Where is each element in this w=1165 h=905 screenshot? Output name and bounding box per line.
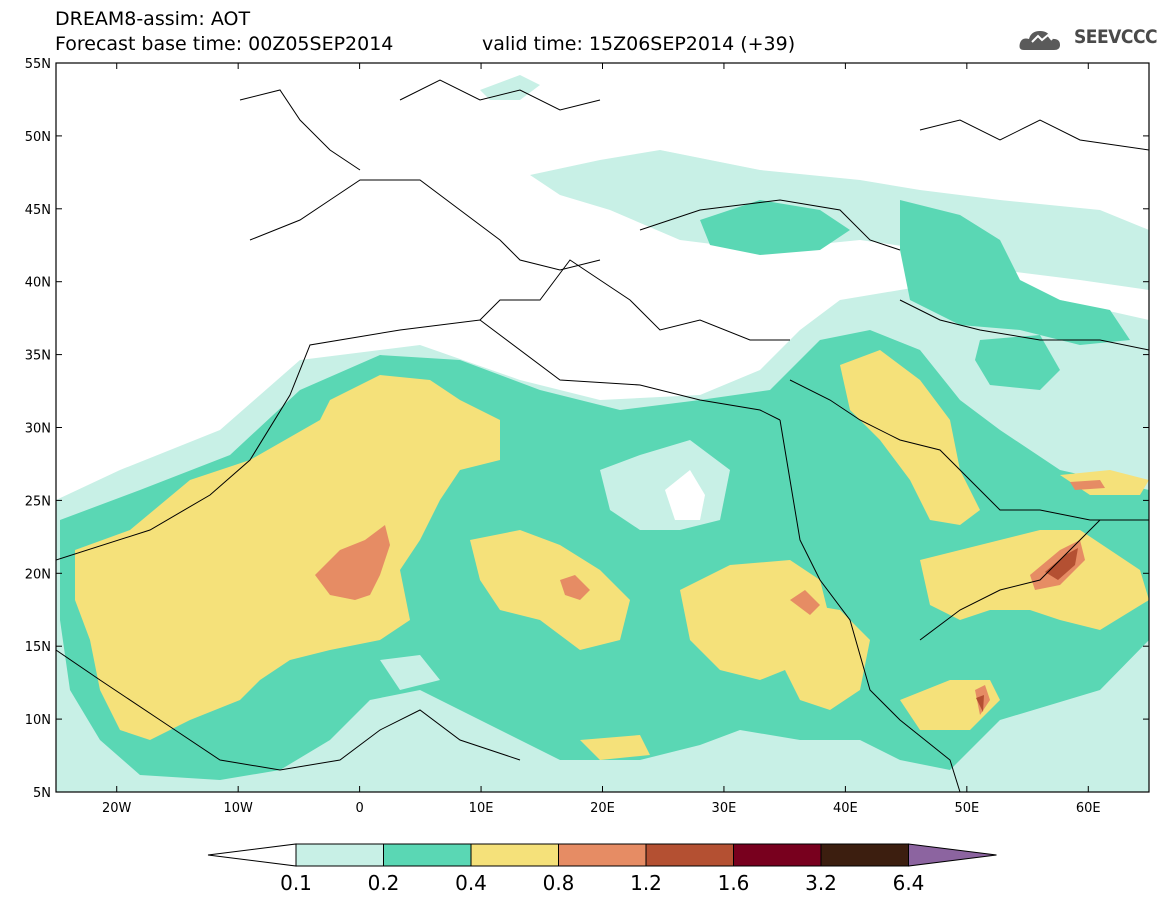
lat-tick-label: 35N [25,349,51,364]
lon-tick-label: 10E [469,801,494,816]
colorbar-label: 0.8 [543,871,575,895]
lon-tick-label: 60E [1076,801,1101,816]
lat-tick-label: 5N [33,786,51,801]
lon-tick-label: 10W [223,801,253,816]
colorbar-segment [558,843,647,867]
lat-tick-label: 40N [25,276,51,291]
lon-tick-label: 40E [833,801,858,816]
lat-tick-label: 50N [25,130,51,145]
colorbar-label: 6.4 [893,871,925,895]
lon-tick-label: 20E [590,801,615,816]
lon-tick-label: 20W [102,801,132,816]
colorbar-segment [470,843,559,867]
seevccc-logo [1019,31,1060,50]
aot-band-0.4-0.8 [75,375,500,740]
colorbar-segment [733,843,822,867]
forecast-base-time: Forecast base time: 00Z05SEP2014 [55,33,394,55]
aot-band-1.2-1.6 [1045,548,1078,580]
colorbar-label: 1.2 [630,871,662,895]
colorbar-label: 3.2 [805,871,837,895]
lat-tick-label: 15N [25,640,51,655]
lat-tick-label: 30N [25,422,51,437]
colorbar-segment [820,843,909,867]
valid-time: valid time: 15Z06SEP2014 (+39) [482,33,796,55]
lat-tick-label: 20N [25,567,51,582]
colorbar-under-triangle [207,843,297,867]
coastlines [56,79,1149,792]
colorbar-segment [645,843,734,867]
colorbar-segment [383,843,472,867]
cloud-icon [1019,31,1060,50]
lat-tick-label: 55N [25,57,51,72]
lat-tick-label: 25N [25,494,51,509]
map-title: DREAM8-assim: AOT [55,8,251,30]
colorbar-label: 1.6 [718,871,750,895]
colorbar-label: 0.4 [455,871,487,895]
colorbar-segment [295,843,384,867]
lat-axis: 55N 50N 45N 40N 35N 30N 25N 20N 15N 10N 5N [25,57,1149,801]
colorbar-label: 0.1 [280,871,312,895]
lat-tick-label: 45N [25,203,51,218]
lon-tick-label: 0 [355,801,363,816]
colorbar: 0.1 0.2 0.4 0.8 1.2 1.6 3.2 6.4 [207,843,997,895]
lon-axis: 20W 10W 0 10E 20E 30E 40E 50E 60E [102,63,1101,816]
colorbar-label: 0.2 [368,871,400,895]
lon-tick-label: 30E [712,801,737,816]
lon-tick-label: 50E [954,801,979,816]
colorbar-over-triangle [908,843,997,867]
logo-text: SEEVCCC [1074,26,1158,48]
lat-tick-label: 10N [25,713,51,728]
aot-shading [56,75,1149,792]
aot-band-0.8-1.2 [315,525,390,600]
